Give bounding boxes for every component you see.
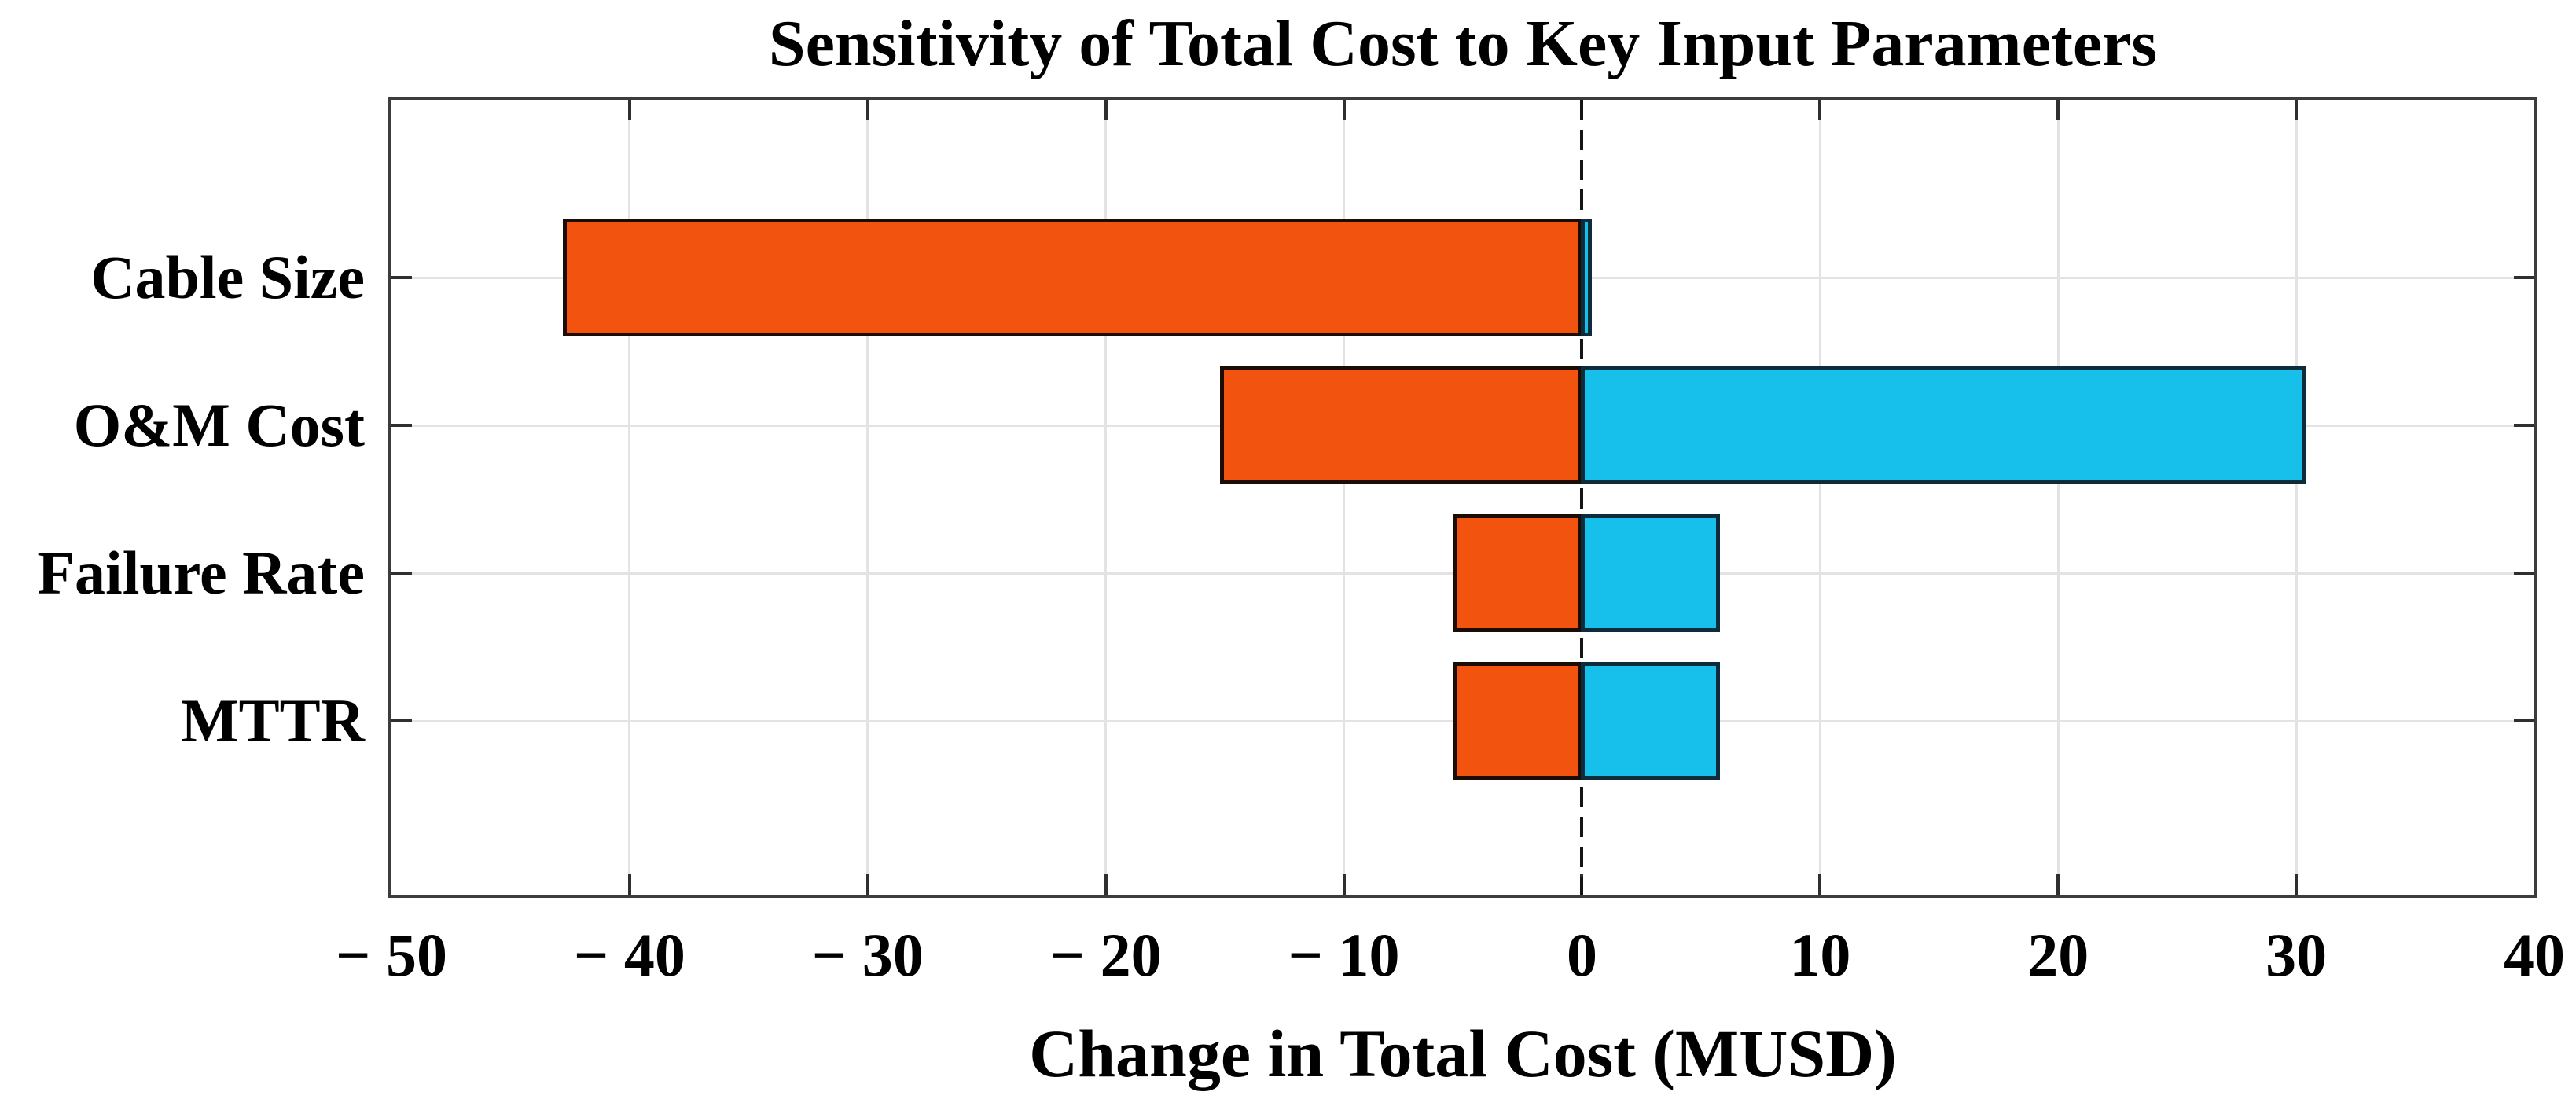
y-tick-left [391, 572, 412, 575]
y-category-label: Failure Rate [37, 539, 365, 607]
x-gridline [2056, 100, 2060, 895]
x-tick-bottom [2295, 874, 2299, 895]
x-gridline [866, 100, 869, 895]
bar-negative-mttr [1453, 662, 1582, 780]
y-tick-left [391, 276, 412, 279]
x-tick-top [627, 100, 631, 120]
x-tick-top [2056, 100, 2060, 120]
x-tick-top [1818, 100, 1822, 120]
x-tick-label: − 40 [573, 921, 685, 989]
y-category-label: O&M Cost [73, 391, 365, 459]
x-tick-label: 0 [1566, 921, 1597, 989]
bar-negative-failure-rate [1453, 514, 1582, 632]
bar-positive-mttr [1581, 662, 1721, 780]
y-tick-right [2514, 572, 2534, 575]
x-tick-top [1104, 100, 1108, 120]
y-tick-left [391, 719, 412, 722]
x-tick-label: − 50 [336, 921, 447, 989]
x-tick-top [865, 100, 869, 120]
plot-area [388, 97, 2537, 898]
x-tick-label: − 30 [811, 921, 924, 989]
chart-title: Sensitivity of Total Cost to Key Input P… [768, 7, 2158, 80]
x-gridline [2295, 100, 2298, 895]
bar-negative-o-m-cost [1220, 366, 1582, 484]
x-tick-label: 20 [2027, 921, 2089, 989]
x-gridline [1104, 100, 1108, 895]
x-tick-label: 40 [2504, 921, 2565, 989]
y-tick-right [2514, 276, 2534, 279]
x-tick-bottom [1818, 874, 1822, 895]
x-tick-bottom [627, 874, 631, 895]
x-gridline [628, 100, 631, 895]
bar-negative-cable-size [563, 219, 1582, 336]
x-gridline [1818, 100, 1821, 895]
y-tick-left [391, 424, 412, 427]
x-gridline [1343, 100, 1346, 895]
x-tick-top [2295, 100, 2299, 120]
y-category-label: Cable Size [90, 243, 365, 311]
x-tick-label: 30 [2265, 921, 2328, 989]
x-tick-bottom [2056, 874, 2060, 895]
x-tick-bottom [865, 874, 869, 895]
x-tick-label: 10 [1789, 921, 1851, 989]
x-tick-bottom [1342, 874, 1346, 895]
y-tick-right [2514, 424, 2534, 427]
bar-positive-cable-size [1581, 219, 1592, 336]
x-tick-label: − 20 [1049, 921, 1162, 989]
x-tick-top [1342, 100, 1346, 120]
y-tick-right [2514, 719, 2534, 722]
bar-positive-failure-rate [1581, 514, 1721, 632]
y-category-label: MTTR [181, 686, 365, 755]
x-axis-label: Change in Total Cost (MUSD) [1029, 1016, 1897, 1091]
zero-line [1580, 100, 1584, 895]
bar-positive-o-m-cost [1581, 366, 2306, 484]
x-tick-bottom [1104, 874, 1108, 895]
x-tick-label: − 10 [1288, 921, 1400, 989]
